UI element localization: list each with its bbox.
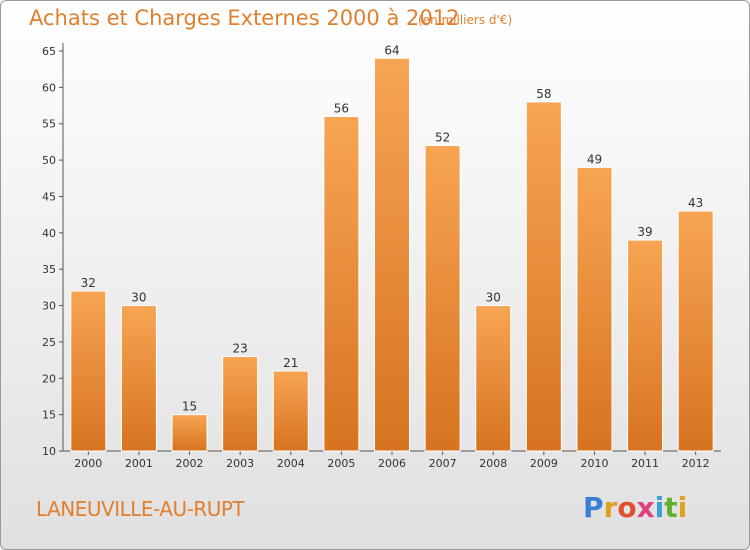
bar-value-label: 15 [182, 400, 197, 414]
y-tick-label: 30 [42, 300, 56, 313]
bar [272, 370, 309, 452]
bar-value-label: 30 [131, 291, 146, 305]
y-tick-label: 35 [42, 263, 56, 276]
y-tick-label: 60 [42, 81, 56, 94]
bar [475, 305, 512, 452]
x-tick-label: 2012 [682, 457, 710, 470]
x-tick-label: 2011 [631, 457, 659, 470]
bar [627, 239, 664, 452]
chart-axes: 10 15 20 25 30 35 40 45 50 55 60 65 2000 2001 2002 2003… [42, 43, 721, 470]
bar [222, 355, 259, 452]
bar-value-label: 49 [587, 152, 602, 166]
logo-letter: x [636, 491, 655, 524]
y-tick-label: 15 [42, 409, 56, 422]
bar-value-label: 64 [384, 43, 399, 57]
bar [120, 305, 157, 452]
y-tick-label: 55 [42, 118, 56, 131]
chart-bars: 32 30 15 23 21 56 64 52 30 58 49 39 43 [70, 43, 714, 452]
x-tick-label: 2002 [176, 457, 204, 470]
x-tick-label: 2005 [327, 457, 355, 470]
bar-value-label: 21 [283, 356, 298, 370]
bar [171, 414, 208, 452]
bar [576, 166, 613, 452]
y-tick-label: 65 [42, 45, 56, 58]
logo-letter: i [677, 491, 688, 524]
y-tick-label: 25 [42, 336, 56, 349]
x-tick-label: 2006 [378, 457, 406, 470]
logo-letter: r [603, 491, 618, 524]
x-tick-label: 2004 [277, 457, 305, 470]
proxiti-logo: Proxiti [583, 491, 687, 524]
bar-value-label: 32 [81, 276, 96, 290]
y-tick-label: 40 [42, 227, 56, 240]
bar-value-label: 58 [536, 87, 551, 101]
chart-title: Achats et Charges Externes 2000 à 2012 [29, 6, 460, 30]
logo-letter: P [583, 491, 604, 524]
logo-letter: i [654, 491, 665, 524]
bar-value-label: 30 [486, 291, 501, 305]
bar [525, 101, 562, 452]
bar [323, 115, 360, 452]
bar-value-label: 23 [233, 341, 248, 355]
x-tick-label: 2009 [530, 457, 558, 470]
bar [70, 290, 107, 452]
bar [374, 57, 410, 452]
bar-value-label: 39 [637, 225, 652, 239]
x-tick-label: 2008 [479, 457, 507, 470]
bar-value-label: 56 [334, 101, 349, 115]
x-tick-label: 2007 [429, 457, 457, 470]
chart-unit: (en milliers d'€) [418, 13, 513, 27]
x-tick-label: 2010 [580, 457, 608, 470]
y-tick-label: 20 [42, 372, 56, 385]
y-tick-label: 45 [42, 190, 56, 203]
bar [677, 210, 714, 452]
commune-name: LANEUVILLE-AU-RUPT [36, 497, 245, 521]
x-tick-label: 2001 [125, 457, 153, 470]
bar [424, 145, 461, 452]
x-tick-label: 2000 [74, 457, 102, 470]
x-tick-label: 2003 [226, 457, 254, 470]
y-tick-label: 10 [42, 445, 56, 458]
logo-letter: o [617, 491, 637, 524]
bar-value-label: 52 [435, 131, 450, 145]
bar-value-label: 43 [688, 196, 703, 210]
logo-letter: t [664, 491, 678, 524]
y-tick-label: 50 [42, 154, 56, 167]
